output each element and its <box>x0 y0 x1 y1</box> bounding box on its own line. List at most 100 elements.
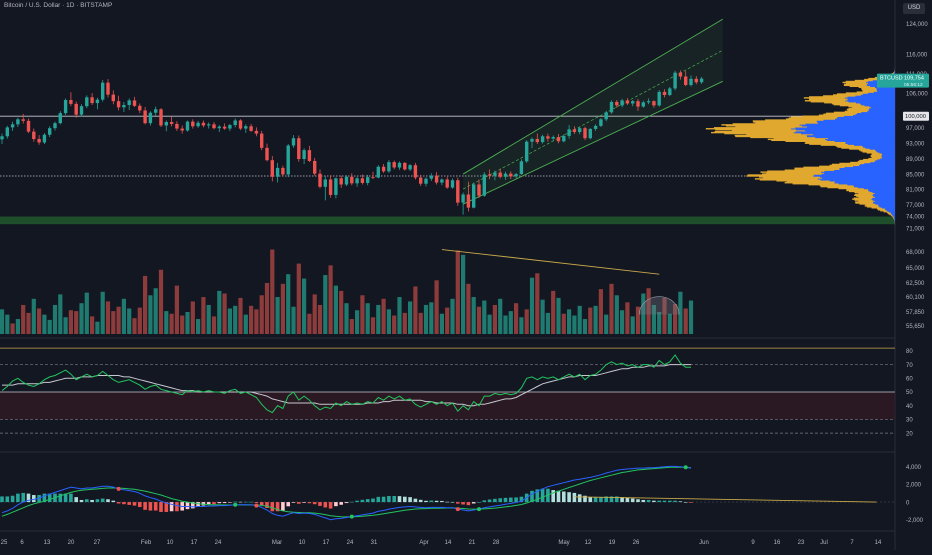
volume-bar <box>26 313 30 334</box>
rsi-axis-tick: 50 <box>906 390 913 396</box>
symbol-title[interactable]: Bitcoin / U.S. Dollar <box>4 2 60 9</box>
macd-histogram-bar <box>318 502 322 506</box>
volume-bar <box>344 303 348 334</box>
candle-body <box>435 176 438 183</box>
macd-histogram-bar <box>175 502 179 511</box>
candle-body <box>520 161 523 174</box>
time-axis-label: Jul <box>820 540 828 546</box>
volume-bar <box>101 292 105 334</box>
candle-body <box>626 100 629 103</box>
currency-button[interactable]: USD <box>903 3 925 14</box>
macd-cross-marker <box>456 507 460 511</box>
macd-histogram-bar <box>112 501 116 502</box>
candle-body <box>48 128 51 135</box>
candle-body <box>239 120 242 128</box>
volume-bar <box>498 299 502 334</box>
macd-histogram-bar <box>218 502 222 503</box>
volume-bar <box>53 305 57 334</box>
macd-histogram-bar <box>122 502 126 504</box>
volume-bar <box>318 305 322 334</box>
candle-body <box>287 146 290 175</box>
time-axis-label: 25 <box>1 540 8 546</box>
interval-label[interactable]: 1D <box>66 2 74 9</box>
candle-body <box>234 120 237 125</box>
macd-histogram-bar <box>626 498 630 502</box>
macd-histogram-bar <box>467 502 471 505</box>
macd-histogram-bar <box>456 502 460 504</box>
volume-bar <box>392 316 396 334</box>
candle-body <box>22 119 25 121</box>
rsi-axis-tick: 20 <box>906 431 913 437</box>
macd-histogram-bar <box>419 500 423 502</box>
volume-bar <box>132 318 136 334</box>
macd-histogram-bar <box>339 502 343 505</box>
macd-histogram-bar <box>594 497 598 502</box>
volume-bar <box>207 305 211 334</box>
macd-histogram-bar <box>398 496 402 502</box>
candle-body <box>106 83 109 95</box>
macd-histogram-bar <box>281 502 285 510</box>
macd-histogram-bar <box>679 501 683 502</box>
candle-body <box>477 184 480 195</box>
candle-body <box>181 129 184 131</box>
volume-bar <box>408 301 412 334</box>
macd-histogram-bar <box>239 502 243 503</box>
macd-histogram-bar <box>504 498 508 502</box>
candle-body <box>329 179 332 194</box>
volume-bar <box>334 286 338 334</box>
candle-body <box>292 138 295 145</box>
volume-bar <box>456 250 460 334</box>
macd-histogram-bar <box>578 494 582 502</box>
volume-bar <box>541 300 545 334</box>
candle-body <box>324 179 327 186</box>
macd-cross-marker <box>477 507 481 511</box>
candle-body <box>340 178 343 184</box>
macd-histogram-bar <box>302 502 306 503</box>
volume-bar <box>413 286 417 334</box>
candle-body <box>59 113 62 123</box>
volume-bar <box>535 273 539 334</box>
candle-body <box>430 176 433 179</box>
volume-bar <box>228 308 232 334</box>
candle-body <box>658 92 661 106</box>
volume-bar <box>387 309 391 334</box>
candle-body <box>133 100 136 105</box>
candle-body <box>377 167 380 178</box>
volume-bar <box>583 319 587 334</box>
volume-bar <box>509 311 513 334</box>
candle-body <box>673 73 676 89</box>
macd-histogram-bar <box>642 500 646 502</box>
volume-bar <box>445 308 449 334</box>
time-axis-label: 21 <box>469 540 476 546</box>
candle-body <box>218 127 221 129</box>
candle-body <box>509 174 512 177</box>
candle-body <box>207 124 210 125</box>
macd-histogram-bar <box>16 494 20 502</box>
volume-bar <box>382 299 386 334</box>
volume-bar <box>397 297 401 334</box>
volume-bar <box>217 291 221 334</box>
macd-histogram-bar <box>170 502 174 511</box>
candle-body <box>583 128 586 138</box>
volume-bar <box>58 294 62 334</box>
candle-body <box>138 106 141 111</box>
volume-axis-tick: 55,650 <box>906 324 925 330</box>
macd-histogram-bar <box>689 502 693 503</box>
candle-body <box>371 177 374 178</box>
price-axis-tick: 71,000 <box>906 226 925 232</box>
volume-bar <box>360 295 364 334</box>
candle-body <box>472 184 475 207</box>
macd-histogram-bar <box>308 502 312 503</box>
macd-histogram-bar <box>514 497 518 502</box>
candle-body <box>6 127 9 136</box>
candle-body <box>700 79 703 83</box>
macd-histogram-bar <box>149 502 153 510</box>
macd-histogram-bar <box>334 502 338 506</box>
price-axis-tick: 85,000 <box>906 172 925 178</box>
volume-bar <box>514 303 518 334</box>
candle-body <box>493 173 496 176</box>
candle-body <box>552 137 555 139</box>
macd-histogram-bar <box>657 501 661 502</box>
